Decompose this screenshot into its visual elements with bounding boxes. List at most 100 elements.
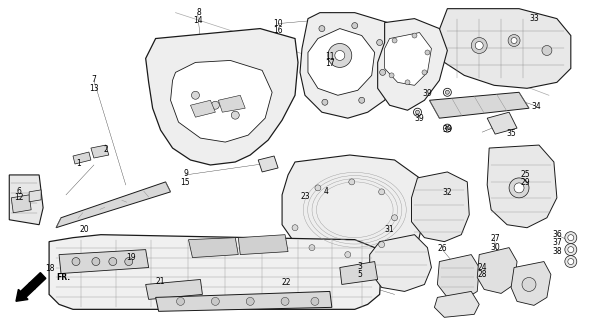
Circle shape (109, 258, 117, 266)
Circle shape (568, 235, 574, 241)
Text: 12: 12 (14, 193, 24, 202)
Circle shape (311, 297, 319, 305)
Text: 18: 18 (45, 264, 55, 273)
Circle shape (231, 111, 239, 119)
Text: 27: 27 (490, 234, 500, 243)
Polygon shape (73, 152, 91, 164)
Text: 16: 16 (273, 26, 283, 35)
Text: FR.: FR. (56, 273, 70, 282)
Circle shape (508, 35, 520, 46)
Text: 19: 19 (126, 253, 136, 262)
Circle shape (509, 178, 529, 198)
Polygon shape (9, 175, 43, 225)
Circle shape (315, 185, 321, 191)
Text: 32: 32 (443, 188, 452, 197)
Polygon shape (56, 182, 170, 228)
Circle shape (345, 252, 351, 258)
Polygon shape (434, 292, 479, 317)
Text: 24: 24 (477, 263, 487, 272)
Circle shape (422, 70, 427, 75)
Circle shape (359, 97, 365, 103)
Text: 20: 20 (79, 225, 89, 234)
Circle shape (72, 258, 80, 266)
Polygon shape (11, 195, 31, 213)
Circle shape (92, 258, 100, 266)
Polygon shape (370, 235, 431, 292)
Polygon shape (487, 145, 557, 228)
Circle shape (211, 101, 219, 109)
Text: 11: 11 (325, 52, 335, 61)
Circle shape (412, 33, 417, 38)
Text: 3: 3 (357, 262, 362, 271)
Circle shape (565, 232, 577, 244)
Circle shape (416, 110, 419, 114)
Polygon shape (191, 100, 215, 117)
Circle shape (125, 258, 133, 266)
Text: 29: 29 (520, 179, 530, 188)
Polygon shape (29, 190, 41, 202)
Circle shape (309, 244, 315, 251)
Text: 25: 25 (520, 171, 530, 180)
Polygon shape (170, 60, 272, 142)
Polygon shape (437, 255, 479, 300)
Text: 35: 35 (506, 129, 516, 138)
Text: 39: 39 (414, 114, 425, 123)
Circle shape (542, 45, 552, 55)
Text: 17: 17 (325, 59, 335, 68)
Polygon shape (385, 33, 431, 85)
Polygon shape (238, 235, 288, 255)
Text: 1: 1 (77, 159, 81, 169)
Text: 36: 36 (552, 230, 562, 239)
Polygon shape (155, 292, 332, 311)
Text: 7: 7 (91, 75, 96, 84)
Polygon shape (49, 235, 382, 309)
Polygon shape (378, 19, 447, 110)
Circle shape (281, 297, 289, 305)
Text: 21: 21 (156, 277, 166, 286)
Circle shape (511, 37, 517, 44)
Circle shape (379, 189, 385, 195)
Circle shape (446, 90, 449, 94)
Polygon shape (59, 250, 149, 274)
Circle shape (405, 80, 410, 85)
Circle shape (565, 244, 577, 256)
Text: 30: 30 (490, 243, 500, 252)
Circle shape (522, 277, 536, 292)
Circle shape (352, 23, 358, 28)
Text: 28: 28 (477, 270, 487, 279)
Polygon shape (411, 172, 469, 242)
Text: 13: 13 (89, 84, 99, 93)
Circle shape (191, 91, 200, 99)
Text: 26: 26 (438, 244, 447, 253)
Circle shape (443, 124, 451, 132)
Text: 38: 38 (552, 247, 562, 256)
Circle shape (443, 88, 451, 96)
Text: 6: 6 (17, 188, 22, 196)
FancyArrow shape (16, 273, 46, 301)
Circle shape (392, 38, 397, 43)
Circle shape (246, 297, 254, 305)
Text: 31: 31 (385, 225, 395, 234)
Circle shape (380, 69, 386, 76)
Polygon shape (188, 238, 238, 258)
Text: 8: 8 (196, 8, 201, 17)
Circle shape (514, 183, 524, 193)
Circle shape (176, 297, 185, 305)
Polygon shape (218, 95, 245, 112)
Text: 5: 5 (357, 270, 362, 279)
Polygon shape (477, 248, 517, 293)
Circle shape (211, 297, 219, 305)
Text: 22: 22 (281, 278, 291, 287)
Circle shape (328, 44, 352, 68)
Circle shape (446, 126, 449, 130)
Circle shape (335, 51, 345, 60)
Circle shape (471, 37, 487, 53)
Polygon shape (146, 279, 202, 300)
Polygon shape (308, 28, 375, 95)
Text: 9: 9 (183, 169, 188, 179)
Text: 4: 4 (324, 188, 328, 196)
Circle shape (565, 256, 577, 268)
Circle shape (475, 42, 483, 50)
Polygon shape (282, 155, 425, 268)
Circle shape (319, 26, 325, 32)
